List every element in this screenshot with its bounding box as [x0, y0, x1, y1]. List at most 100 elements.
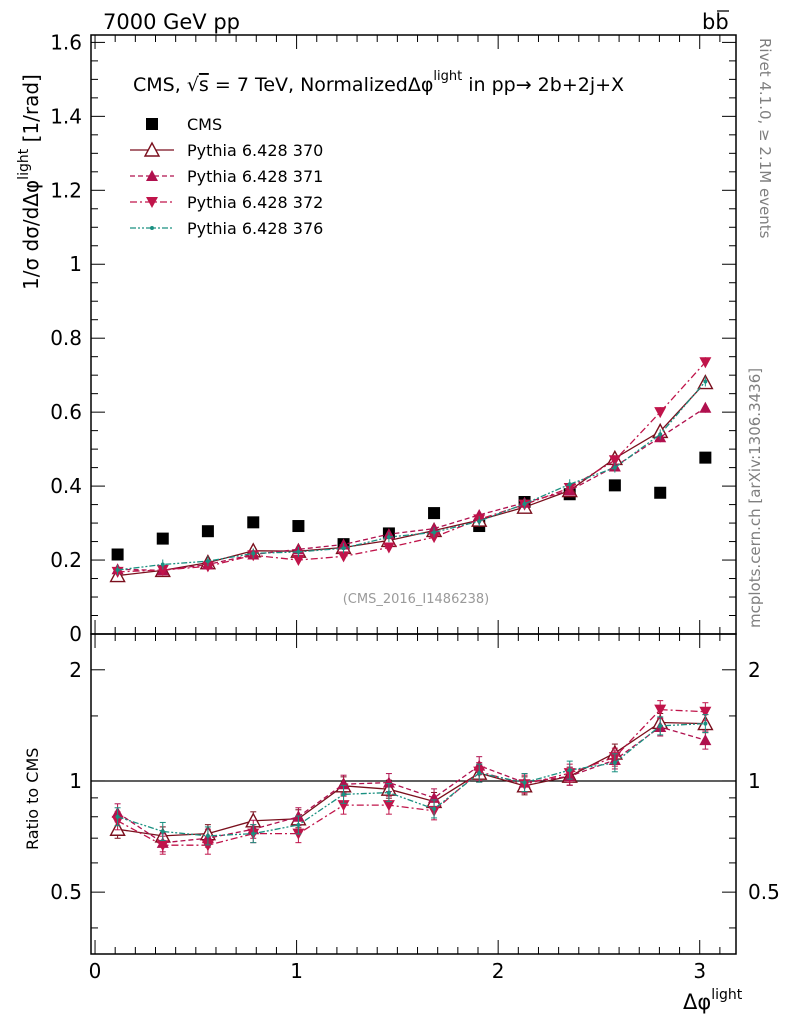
series-2: [111, 401, 712, 853]
legend-label: CMS: [187, 115, 222, 134]
ratio-tick-label: 0.5: [50, 880, 82, 904]
title-part-b: = 7 TeV, NormalizedΔφ: [209, 74, 434, 96]
ratio-point: [567, 768, 572, 773]
x-axis-title-main: Δφ: [683, 990, 711, 1014]
title-sup: light: [433, 69, 462, 84]
ratio-point: [699, 734, 712, 746]
ratio-point: [522, 780, 527, 785]
legend-label: Pythia 6.428 372: [187, 193, 323, 212]
legend-item: Pythia 6.428 376: [130, 219, 323, 238]
data-point: [337, 551, 350, 563]
x-tick-label: 1: [290, 959, 303, 983]
data-point: [658, 432, 663, 437]
legend-marker: [146, 197, 158, 208]
data-point: [654, 407, 667, 419]
legend-label: Pythia 6.428 376: [187, 219, 323, 238]
legend: CMS Pythia 6.428 370 Pythia 6.428 371 Pythi…: [130, 115, 323, 238]
y-axis-title-unit: [1/rad]: [19, 74, 43, 149]
ratio-line: [117, 722, 706, 837]
data-point: [432, 530, 437, 535]
data-point: [654, 486, 667, 499]
y-axis-title-main: 1/σ dσ/dΔφ: [19, 180, 43, 290]
data-point: [341, 546, 346, 551]
ratio-tick-label: 1: [69, 769, 82, 793]
data-point: [703, 379, 708, 384]
ratio-point: [432, 806, 437, 811]
legend-item: Pythia 6.428 372: [130, 193, 323, 212]
ratio-point: [337, 778, 350, 790]
axis-ticks: [91, 35, 736, 954]
ratio-tick-label-right: 2: [748, 658, 761, 682]
ratio-point: [115, 814, 120, 819]
y-tick-label: 1.4: [50, 104, 82, 128]
header-bbar: b: [715, 10, 728, 34]
ratio-point: [703, 721, 708, 726]
data-point: [111, 548, 124, 561]
ratio-point: [251, 831, 256, 836]
data-point: [699, 401, 712, 413]
header-energy-label: 7000 GeV pp: [103, 10, 240, 34]
data-point: [608, 479, 621, 492]
title-s: s: [199, 74, 209, 96]
data-point: [382, 542, 395, 554]
data-point: [386, 535, 391, 540]
y-axis-title-sup: light: [16, 148, 32, 180]
header-process-label: bb: [702, 10, 729, 34]
rivet-label: Rivet 4.1.0, ≥ 2.1M events: [756, 38, 774, 239]
title-part-a: CMS,: [133, 74, 187, 96]
ratio-point: [296, 822, 301, 827]
legend-item: CMS: [146, 115, 222, 134]
ratio-point: [612, 760, 617, 765]
series-line: [117, 407, 706, 572]
y-tick-label: 0.4: [50, 474, 82, 498]
legend-marker: [150, 226, 154, 230]
legend-item: Pythia 6.428 370: [130, 141, 323, 160]
title-part-c: in pp→ 2b+2j+X: [462, 74, 624, 96]
data-point: [428, 507, 441, 520]
y-tick-label: 1: [69, 252, 82, 276]
y-tick-label: 0.8: [50, 326, 82, 350]
ratio-point: [156, 840, 169, 852]
legend-item: Pythia 6.428 371: [130, 167, 323, 186]
mcplots-label: mcplots.cern.ch [arXiv:1306.3436]: [746, 368, 764, 628]
data-point: [201, 561, 214, 573]
data-point: [201, 525, 214, 538]
title-sqrt: √: [187, 74, 200, 96]
y-tick-label: 0.6: [50, 400, 82, 424]
data-point: [699, 451, 712, 464]
data-point: [567, 482, 572, 487]
data-point: [296, 549, 301, 554]
ratio-axis-title: Ratio to CMS: [23, 748, 42, 850]
x-tick-label: 3: [693, 959, 706, 983]
legend-label: Pythia 6.428 370: [187, 141, 323, 160]
tick-labels: 0 1 2 3 0 0.2 0.4 0.6 0.8 1 1.2 1.4 1.6 0.5 0.5 1 1 2 2: [50, 30, 780, 983]
legend-marker: [146, 170, 158, 181]
data-point: [156, 565, 169, 577]
ratio-point: [658, 723, 663, 728]
ratio-line: [117, 721, 706, 837]
legend-marker: [146, 118, 158, 130]
data-point: [292, 555, 305, 567]
ratio-plot-frame: [90, 633, 737, 955]
data-point: [247, 516, 260, 529]
series-line: [117, 381, 706, 571]
data-point: [292, 520, 305, 533]
y-tick-label: 0.2: [50, 548, 82, 572]
data-point: [477, 519, 482, 524]
y-tick-label: 1.6: [50, 30, 82, 54]
data-point: [612, 465, 617, 470]
chart-title: CMS, √s = 7 TeV, NormalizedΔφlight in pp…: [133, 69, 624, 96]
series-4: [114, 376, 709, 846]
data-point: [205, 559, 210, 564]
data-point: [115, 568, 120, 573]
ratio-line: [117, 708, 706, 846]
ratio-point: [382, 800, 395, 812]
data-point: [251, 551, 256, 556]
ratio-tick-label-right: 1: [748, 769, 761, 793]
ratio-point: [341, 792, 346, 797]
ratio-tick-label: 2: [69, 658, 82, 682]
ratio-point: [699, 706, 712, 718]
ratio-line: [117, 726, 706, 844]
series-0: [111, 451, 712, 561]
